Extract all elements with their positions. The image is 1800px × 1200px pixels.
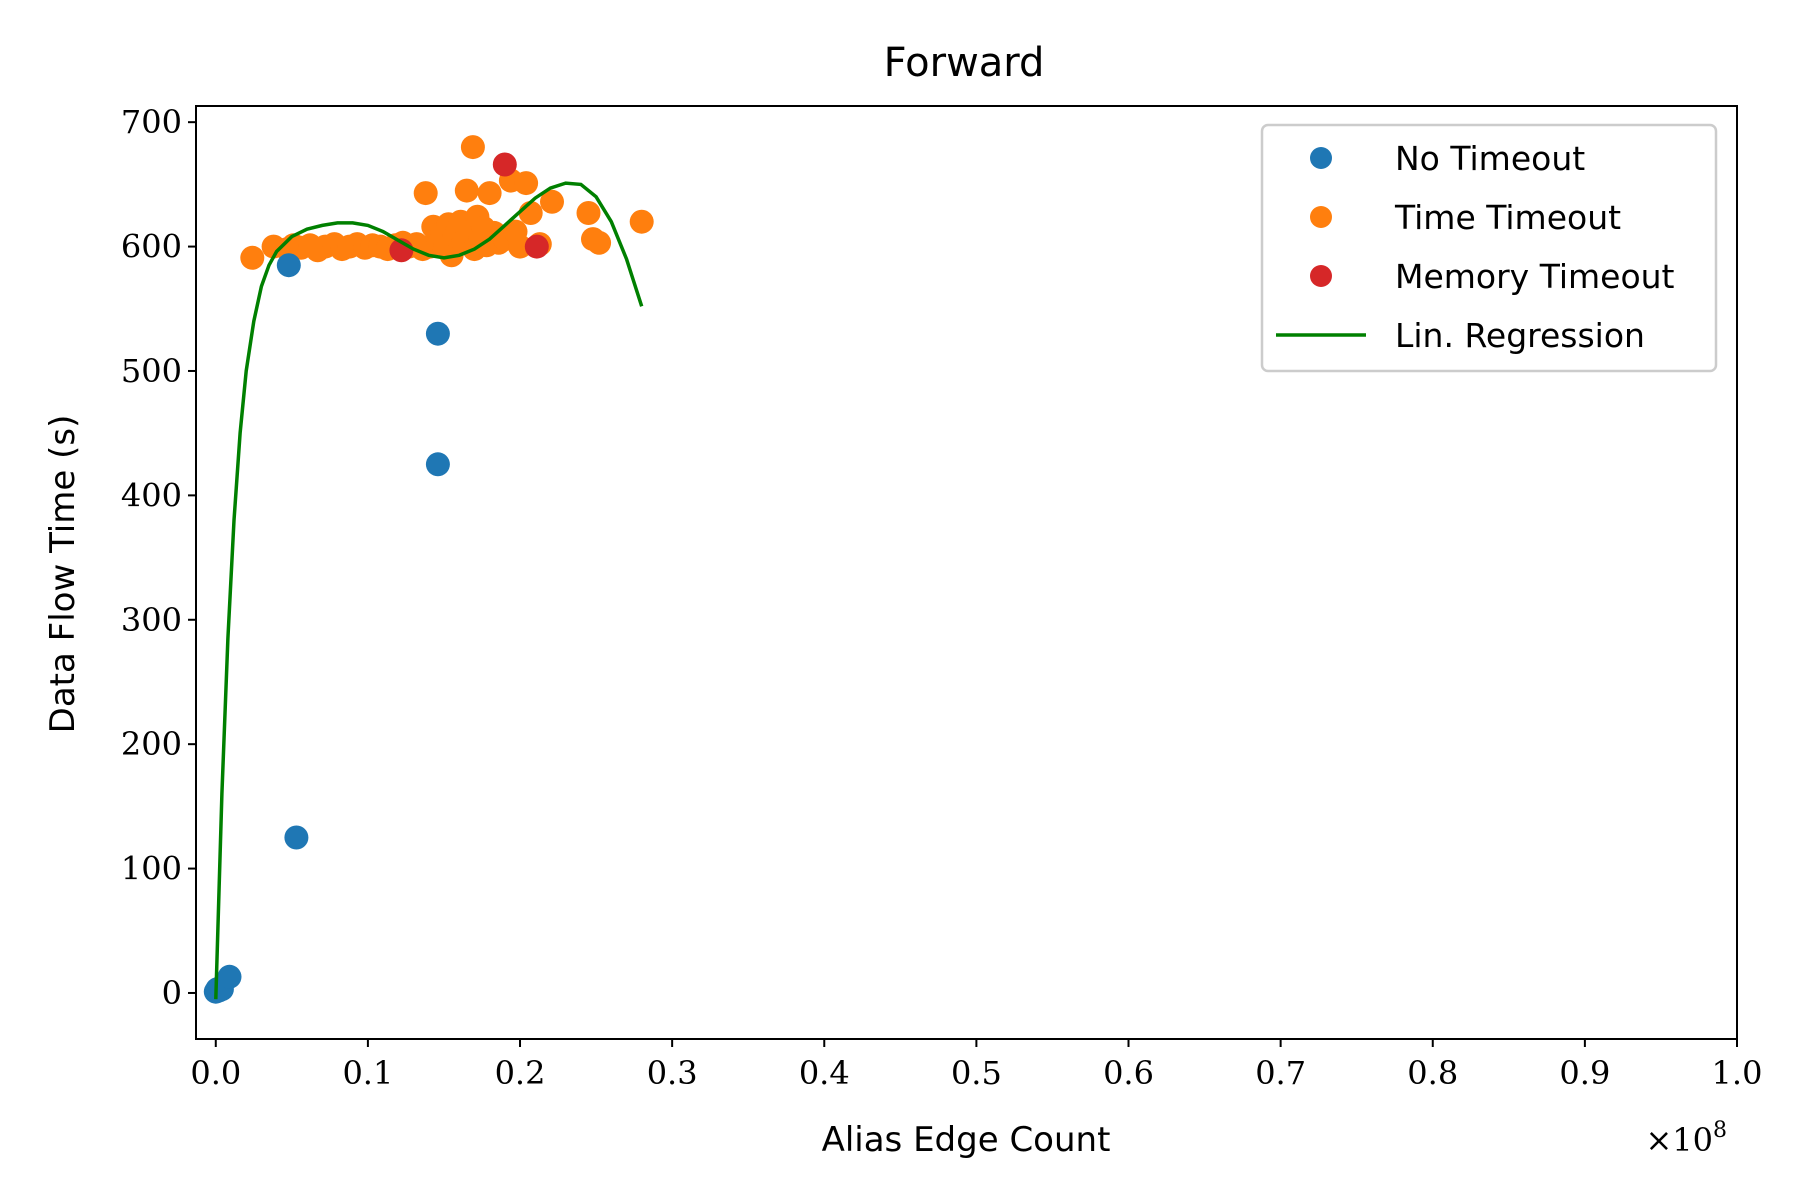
point-memory-timeout [524,234,549,259]
point-no-timeout [425,452,450,477]
point-time-timeout [514,171,539,196]
point-time-timeout [508,234,532,259]
legend-swatch-memory-timeout [1310,265,1332,287]
x-axis: 0.0 0.1 0.2 0.3 0.4 0.5 0.6 0.7 0.8 0.9 1.0 [190,1039,1762,1092]
x-tick-label: 0.2 [495,1054,546,1092]
chart-title: Forward [884,40,1045,86]
legend-label-time-timeout: Time Timeout [1394,198,1621,237]
x-tick-label: 0.8 [1407,1054,1458,1092]
series-line-lin-regression [214,181,644,1000]
x-tick-label: 1.0 [1712,1054,1763,1092]
legend-label-lin-regression: Lin. Regression [1395,316,1645,355]
x-tick-label: 0.3 [647,1054,698,1092]
point-time-timeout [454,178,479,203]
point-memory-timeout [492,152,517,177]
point-time-timeout [518,201,543,225]
plot-frame [195,105,1738,1040]
x-tick-label: 0.0 [190,1054,241,1092]
x-tick-label: 0.9 [1559,1054,1610,1092]
x-tick-label: 0.5 [951,1054,1002,1092]
point-no-timeout [276,253,301,278]
point-time-timeout [576,201,601,225]
x-axis-multiplier-base: ×10 [1645,1121,1713,1159]
y-tick-label: 0 [162,974,182,1012]
x-tick-label: 0.7 [1255,1054,1306,1092]
point-time-timeout [629,209,654,234]
x-tick-label: 0.1 [342,1054,393,1092]
plot-area [203,135,654,1004]
point-time-timeout [540,189,564,214]
legend-swatch-time-timeout [1310,206,1332,228]
x-axis-label: Alias Edge Count [822,1120,1111,1160]
x-tick-label: 0.4 [799,1054,850,1092]
point-no-timeout [425,321,450,346]
y-tick-label: 100 [121,850,182,888]
y-axis-label: Data Flow Time (s) [43,415,83,734]
point-time-timeout [587,230,612,255]
y-tick-label: 400 [121,476,182,514]
point-no-timeout [284,825,309,850]
y-tick-label: 200 [121,725,182,763]
point-time-timeout [460,135,485,160]
x-axis-multiplier-exponent: 8 [1713,1118,1727,1143]
point-no-timeout [217,964,242,989]
y-tick-label: 500 [121,352,182,390]
y-tick-label: 700 [121,103,182,141]
x-tick-label: 0.6 [1103,1054,1154,1092]
y-axis: 0 100 200 300 400 500 600 700 [121,103,196,1012]
legend-label-no-timeout: No Timeout [1395,139,1585,178]
point-time-timeout [413,181,438,206]
legend-label-memory-timeout: Memory Timeout [1395,257,1675,296]
point-time-timeout [240,245,265,270]
legend: No Timeout Time Timeout Memory Timeout Lin.… [1260,123,1718,373]
y-tick-label: 300 [121,601,182,639]
point-time-timeout [477,181,502,206]
x-axis-multiplier: ×108 [1645,1118,1727,1159]
legend-box [1260,123,1718,373]
legend-swatch-no-timeout [1310,147,1332,169]
y-tick-label: 600 [121,228,182,266]
